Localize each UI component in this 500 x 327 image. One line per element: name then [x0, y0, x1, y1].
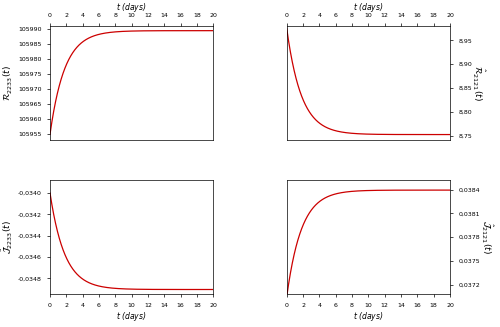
Y-axis label: $\hat{\mathcal{J}}_{2233}(t)$: $\hat{\mathcal{J}}_{2233}(t)$: [0, 220, 15, 254]
X-axis label: $t$ (days): $t$ (days): [353, 1, 384, 14]
X-axis label: $t$ (days): $t$ (days): [116, 1, 147, 14]
Y-axis label: $\hat{\mathcal{R}}_{2121}(t)$: $\hat{\mathcal{R}}_{2121}(t)$: [470, 65, 486, 101]
Y-axis label: $\hat{\mathcal{J}}_{2121}(t)$: $\hat{\mathcal{J}}_{2121}(t)$: [479, 220, 494, 254]
X-axis label: $t$ (days): $t$ (days): [116, 310, 147, 323]
X-axis label: $t$ (days): $t$ (days): [353, 310, 384, 323]
Y-axis label: $\hat{\mathcal{R}}_{2233}(t)$: $\hat{\mathcal{R}}_{2233}(t)$: [0, 65, 16, 101]
